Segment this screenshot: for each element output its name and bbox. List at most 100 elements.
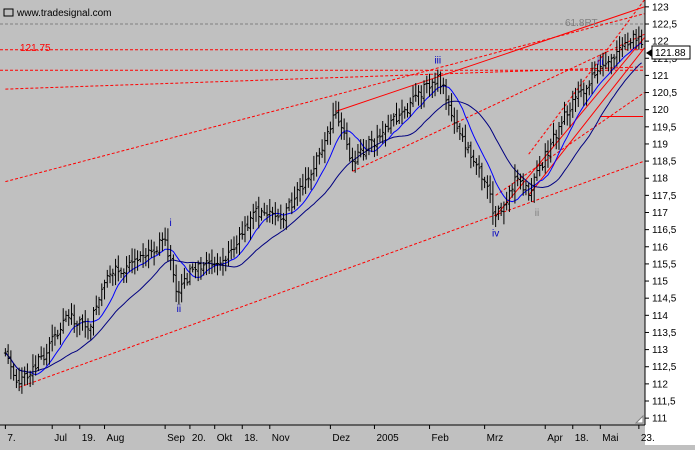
price-bar [620, 37, 624, 58]
price-bar [185, 272, 189, 286]
price-bar [177, 281, 181, 305]
price-bar [422, 80, 426, 108]
price-bar [521, 173, 525, 196]
price-bar [381, 120, 385, 144]
y-tick-label: 113 [652, 345, 668, 356]
price-bar [105, 269, 109, 288]
price-bar [9, 350, 13, 380]
price-bar [579, 78, 583, 98]
price-bar [326, 126, 330, 145]
price-bar [290, 192, 294, 215]
price-bar [158, 232, 162, 256]
price-bar [593, 61, 597, 79]
x-tick-label: 19. [82, 433, 96, 444]
price-bar [114, 258, 118, 286]
moving-averages [5, 42, 642, 376]
price-bar [417, 85, 421, 106]
price-bar [210, 249, 214, 275]
price-bar [469, 141, 473, 169]
price-bar [28, 370, 32, 387]
price-bar [557, 121, 561, 150]
price-bar [251, 203, 255, 230]
x-tick-label: 2005 [376, 433, 399, 444]
price-bar [480, 162, 484, 191]
trendline [18, 160, 645, 388]
price-bar [485, 175, 489, 199]
price-bar [191, 263, 195, 273]
price-bar [42, 347, 46, 366]
price-bar [631, 30, 635, 49]
price-bar [166, 228, 170, 262]
price-bar [149, 239, 153, 258]
price-bar [560, 116, 564, 135]
price-bar [535, 160, 539, 182]
price-bar [400, 99, 404, 125]
price-bar [320, 139, 324, 158]
y-tick-label: 116,5 [652, 225, 677, 236]
time-axis-panel [0, 425, 645, 445]
price-bar [133, 248, 137, 275]
price-bar [554, 129, 558, 150]
trendline [5, 66, 645, 90]
price-bar [224, 255, 228, 272]
price-bar [389, 114, 393, 134]
price-bar [540, 162, 544, 171]
x-tick-label: Dez [332, 433, 350, 444]
trendline [352, 33, 645, 172]
price-bar [69, 303, 73, 325]
price-bar [147, 239, 151, 269]
price-bar [496, 205, 500, 221]
trendline [528, 47, 645, 196]
wave-label: iv [492, 228, 499, 239]
wave-label: i [170, 218, 172, 229]
price-bar [425, 75, 429, 94]
price-bar [276, 208, 280, 222]
price-bar [23, 366, 27, 386]
price-bar [218, 256, 222, 271]
price-bar [237, 226, 241, 256]
price-bar [240, 221, 244, 240]
price-bar [273, 202, 277, 226]
moving-average-25 [5, 62, 642, 373]
resize-grip-icon[interactable] [634, 414, 644, 424]
price-bar [315, 152, 319, 177]
x-tick-label: Sep [167, 433, 185, 444]
price-bar [463, 124, 467, 158]
x-tick-label: Okt [217, 433, 233, 444]
price-bar [83, 310, 87, 338]
price-bar [232, 236, 236, 258]
price-bar [207, 253, 211, 275]
price-bar [304, 167, 308, 194]
price-bar [116, 255, 120, 282]
price-bar [323, 132, 327, 164]
y-tick-label: 116 [652, 242, 668, 253]
price-bar [615, 40, 619, 67]
price-bar [538, 155, 542, 177]
price-bar [235, 235, 239, 254]
price-bar [306, 167, 310, 188]
watermark: www.tradesignal.com [3, 8, 111, 19]
price-bar [152, 241, 156, 266]
y-tick-label: 113,5 [652, 328, 677, 339]
price-bar [574, 87, 578, 112]
price-bar [568, 102, 572, 128]
price-bar [640, 29, 644, 49]
price-bar [447, 95, 451, 116]
price-bar [328, 121, 332, 145]
wave-label: ii [177, 304, 181, 315]
price-bar [246, 215, 250, 232]
price-bar [298, 178, 302, 202]
y-tick-label: 111 [652, 414, 668, 425]
last-price-marker: 121.88 [646, 45, 691, 60]
price-bar [350, 147, 354, 171]
x-tick-label: Apr [547, 433, 563, 444]
price-bar [433, 72, 437, 97]
price-bar [367, 135, 371, 156]
x-tick-label: 18. [575, 433, 589, 444]
x-tick-label: Mai [602, 433, 618, 444]
price-bar [34, 355, 38, 376]
price-bar [282, 212, 286, 229]
price-bar [202, 261, 206, 276]
price-bar [474, 157, 478, 175]
